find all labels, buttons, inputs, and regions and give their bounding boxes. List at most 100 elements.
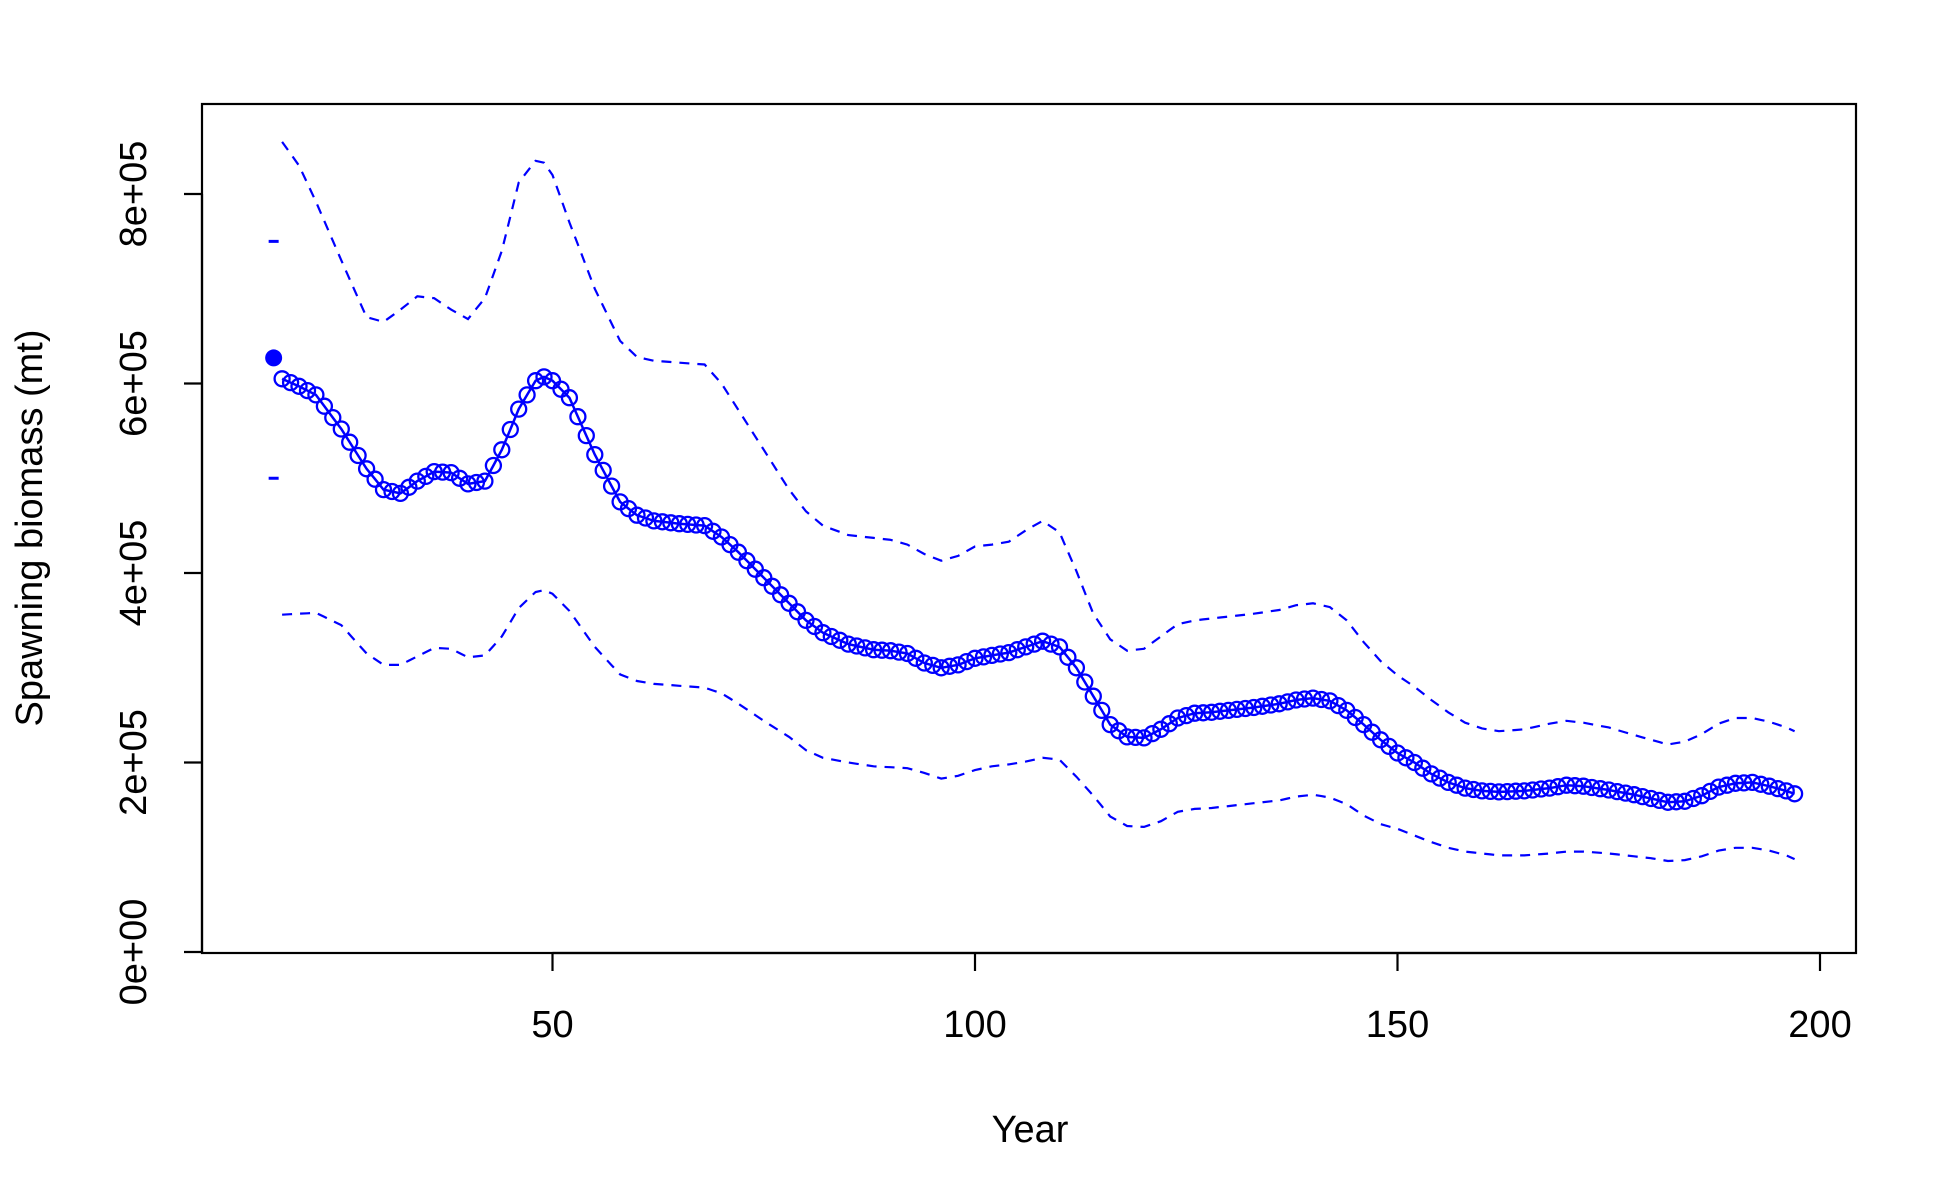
spawning-biomass-point: [1752, 775, 1770, 793]
spawning-biomass-point: [467, 473, 486, 492]
spawning-biomass-point: [1769, 779, 1787, 798]
x-axis: 50 100 150 200: [531, 951, 1852, 1046]
spawning-biomass-point: [848, 637, 866, 655]
spawning-biomass-point: [662, 514, 680, 532]
spawning-biomass-point: [307, 386, 325, 404]
spawning-biomass-point: [940, 657, 959, 675]
spawning-biomass-point: [1625, 786, 1643, 804]
spawning-biomass-point: [864, 641, 883, 659]
spawning-biomass-point: [915, 654, 933, 672]
upper-interval-line: [281, 141, 1796, 746]
spawning-biomass-point: [315, 397, 334, 415]
spawning-biomass-point: [924, 656, 942, 675]
y-tick-label: 0e+00: [113, 899, 155, 1006]
spawning-biomass-point: [442, 463, 460, 482]
spawning-biomass-point: [535, 368, 553, 386]
spawning-biomass-point: [1262, 696, 1280, 714]
spawning-biomass-point: [1718, 776, 1736, 794]
spawning-biomass-point: [1042, 635, 1060, 653]
spawning-biomass-point: [1701, 782, 1719, 801]
spawning-biomass-point: [433, 463, 452, 481]
spawning-biomass-point: [704, 522, 722, 540]
y-axis: 0e+00 2e+05 4e+05 6e+05 8e+05: [113, 141, 204, 1006]
spawning-biomass-point: [670, 515, 688, 533]
x-tick-label: 200: [1788, 1004, 1851, 1046]
spawning-biomass-point: [602, 477, 621, 495]
spawning-biomass-point: [1093, 701, 1111, 720]
spawning-biomass-point: [1160, 715, 1178, 733]
spawning-biomass-point: [1456, 779, 1474, 797]
lower-interval-series: [282, 588, 1796, 863]
spawning-biomass-point: [1017, 638, 1035, 656]
spawning-biomass-point: [907, 649, 925, 667]
spawning-biomass-point: [518, 386, 536, 404]
spawning-biomass-point: [484, 456, 503, 475]
spawning-biomass-point: [1684, 789, 1702, 808]
spawning-biomass-point: [1211, 702, 1229, 720]
spawning-biomass-point: [966, 649, 984, 667]
spawning-biomass-point: [383, 482, 401, 501]
spawning-biomass-point: [1524, 781, 1542, 799]
spawning-biomass-point: [628, 506, 646, 524]
spawning-biomass-point: [1574, 777, 1593, 795]
virgin-biomass-group: [265, 239, 283, 480]
spawning-biomass-point: [594, 461, 612, 480]
x-tick-label: 150: [1366, 1004, 1429, 1046]
spawning-biomass-point: [1431, 769, 1449, 787]
spawning-biomass-point: [1186, 704, 1204, 722]
spawning-biomass-point: [839, 635, 857, 653]
spawning-biomass-point: [425, 462, 443, 481]
spawning-biomass-point: [1532, 780, 1550, 798]
spawning-biomass-point: [1515, 782, 1533, 800]
spawning-biomass-point: [1693, 787, 1711, 805]
spawning-biomass-point: [1642, 789, 1660, 808]
spawning-biomass-point: [1566, 777, 1584, 795]
spawning-biomass-point: [1084, 687, 1102, 705]
spawning-biomass-point: [493, 441, 511, 459]
y-tick-label: 6e+05: [113, 330, 155, 437]
spawning-biomass-point: [417, 467, 435, 486]
spawning-biomass-point: [1312, 690, 1331, 709]
spawning-biomass-point: [1616, 784, 1635, 802]
spawning-biomass-point: [1329, 696, 1347, 715]
spawning-biomass-point: [1236, 699, 1255, 718]
spawning-biomass-point: [1608, 782, 1626, 801]
spawning-biomass-point: [1270, 695, 1288, 713]
spawning-biomass-point: [1676, 792, 1694, 810]
spawning-biomass-point: [636, 509, 655, 527]
spawning-biomass-point: [1135, 729, 1153, 747]
spawning-biomass-point: [1388, 744, 1407, 762]
y-tick-label: 8e+05: [113, 141, 155, 248]
spawning-biomass-point: [991, 645, 1009, 663]
spawning-biomass-point: [476, 472, 494, 490]
spawning-biomass-point: [374, 480, 393, 499]
lower-interval-line: [282, 588, 1796, 863]
spawning-biomass-point: [1287, 691, 1305, 709]
spawning-biomass-point: [1439, 773, 1457, 792]
spawning-biomass-point: [1760, 777, 1778, 795]
spawning-biomass-point: [1295, 690, 1314, 708]
spawning-biomass-point: [1076, 673, 1094, 691]
spawning-biomass-point: [957, 652, 976, 671]
spawning-biomass-point: [459, 475, 477, 493]
spawning-biomass-point: [1633, 787, 1652, 806]
spawning-biomass-point: [898, 644, 917, 663]
spawning-biomass-point: [932, 659, 950, 677]
spawning-biomass-point: [890, 643, 908, 661]
spawning-biomass-point: [560, 389, 579, 407]
spawning-biomass-point: [1473, 782, 1491, 800]
spawning-biomass-point: [281, 373, 300, 392]
spawning-biomass-point: [1507, 782, 1525, 800]
y-tick-label: 2e+05: [113, 709, 155, 816]
spawning-biomass-point: [366, 470, 384, 488]
spawning-biomass-point: [1650, 791, 1669, 810]
spawning-biomass-point: [357, 460, 376, 478]
spawning-biomass-point: [324, 408, 342, 427]
spawning-biomass-point: [1490, 783, 1508, 801]
spawning-biomass-point: [1050, 638, 1069, 656]
spawning-biomass-point: [1777, 782, 1795, 800]
spawning-biomass-point: [1169, 709, 1187, 727]
virgin-biomass-point: [265, 349, 283, 367]
spawning-biomass-point: [1549, 778, 1567, 796]
